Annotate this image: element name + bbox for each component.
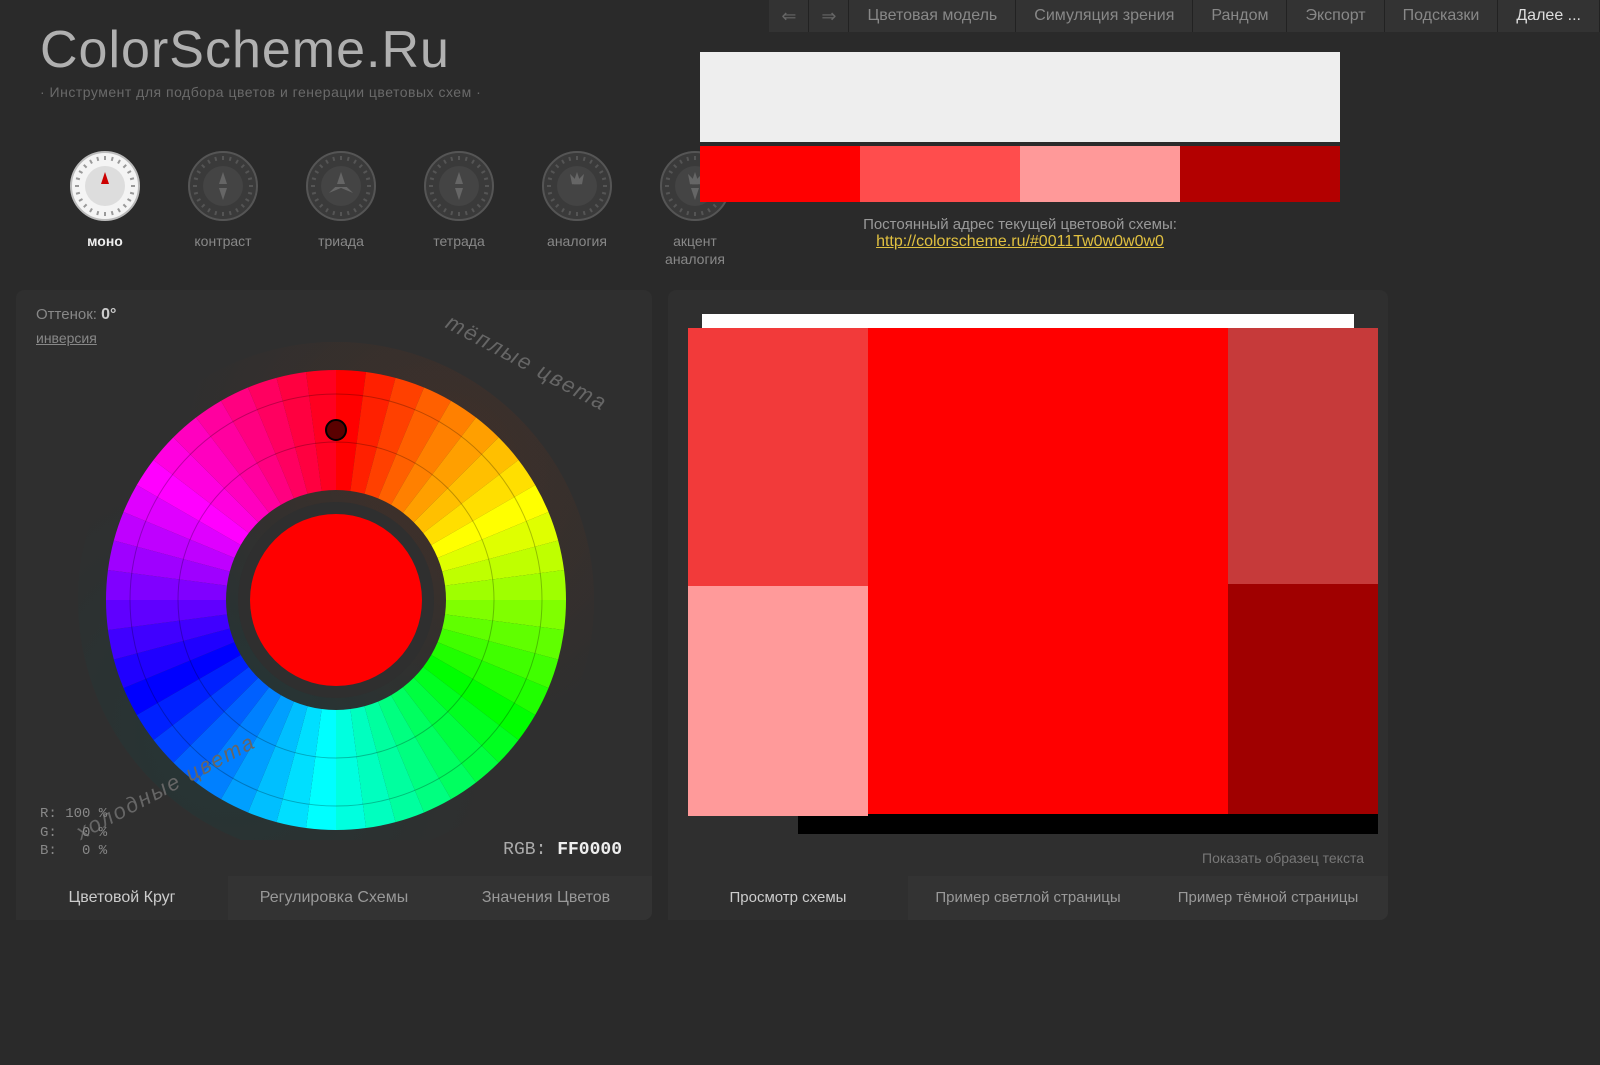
nav-hints[interactable]: Подсказки	[1385, 0, 1499, 32]
scheme-option-label: аналогия	[532, 232, 622, 250]
swatch-color-row	[700, 146, 1340, 202]
scheme-option-3[interactable]: тетрада	[414, 150, 504, 268]
scheme-option-label: тетрада	[414, 232, 504, 250]
swatch-3[interactable]	[1180, 146, 1340, 202]
preview-block-2	[688, 328, 868, 598]
top-nav: ⇐ ⇒ Цветовая модель Симуляция зрения Ран…	[769, 0, 1600, 32]
nav-color-model[interactable]: Цветовая модель	[849, 0, 1016, 32]
color-wheel[interactable]: тёплые цвета холодные цвета	[76, 320, 596, 840]
scheme-type-selector: моноконтрасттриадатетрадааналогияакцента…	[60, 150, 740, 268]
preview-block-4	[808, 328, 1228, 814]
permalink-url[interactable]: http://colorscheme.ru/#0011Tw0w0w0w0	[876, 233, 1164, 250]
nav-vision-sim[interactable]: Симуляция зрения	[1016, 0, 1193, 32]
nav-random[interactable]: Рандом	[1193, 0, 1287, 32]
preview-block-5	[1228, 328, 1378, 588]
swatch-0[interactable]	[700, 146, 860, 202]
show-text-sample-link[interactable]: Показать образец текста	[1202, 850, 1364, 866]
scheme-option-2[interactable]: триада	[296, 150, 386, 268]
preview-block-6	[1228, 584, 1378, 814]
site-title: ColorScheme.Ru	[40, 20, 481, 80]
rgb-percent-readout: R: 100 % G: 0 % B: 0 %	[40, 805, 107, 860]
swatch-2[interactable]	[1020, 146, 1180, 202]
scheme-option-1[interactable]: контраст	[178, 150, 268, 268]
scheme-swatches: Постоянный адрес текущей цветовой схемы:…	[700, 52, 1340, 251]
left-tab-1[interactable]: Регулировка Схемы	[228, 876, 440, 920]
left-panel-tabs: Цветовой КругРегулировка СхемыЗначения Ц…	[16, 876, 652, 920]
right-tab-0[interactable]: Просмотр схемы	[668, 876, 908, 920]
scheme-dial-icon	[423, 150, 495, 222]
scheme-option-0[interactable]: моно	[60, 150, 150, 268]
right-panel-tabs: Просмотр схемыПример светлой страницыПри…	[668, 876, 1388, 920]
scheme-option-4[interactable]: аналогия	[532, 150, 622, 268]
rgb-hex-readout: RGB: FF0000	[503, 840, 622, 860]
header: ColorScheme.Ru · Инструмент для подбора …	[40, 20, 481, 100]
swatch-1[interactable]	[860, 146, 1020, 202]
scheme-option-label: моно	[60, 232, 150, 250]
nav-back-icon[interactable]: ⇐	[769, 0, 809, 32]
nav-more[interactable]: Далее ...	[1498, 0, 1600, 32]
site-subtitle: · Инструмент для подбора цветов и генера…	[40, 84, 481, 100]
swatch-blank-row	[700, 52, 1340, 142]
left-tab-2[interactable]: Значения Цветов	[440, 876, 652, 920]
right-tab-1[interactable]: Пример светлой страницы	[908, 876, 1148, 920]
nav-export[interactable]: Экспорт	[1287, 0, 1384, 32]
right-tab-2[interactable]: Пример тёмной страницы	[1148, 876, 1388, 920]
scheme-preview-canvas	[688, 314, 1368, 824]
scheme-preview-panel: Показать образец текста Просмотр схемыПр…	[668, 290, 1388, 920]
preview-block-3	[688, 586, 868, 816]
scheme-dial-icon	[305, 150, 377, 222]
color-wheel-panel: Оттенок: 0° инверсия тёплые цвета холодн…	[16, 290, 652, 920]
scheme-option-label: триада	[296, 232, 386, 250]
scheme-dial-icon	[187, 150, 259, 222]
left-tab-0[interactable]: Цветовой Круг	[16, 876, 228, 920]
permalink-label: Постоянный адрес текущей цветовой схемы:	[700, 216, 1340, 233]
nav-forward-icon[interactable]: ⇒	[809, 0, 849, 32]
scheme-option-label: контраст	[178, 232, 268, 250]
scheme-dial-icon	[69, 150, 141, 222]
scheme-dial-icon	[541, 150, 613, 222]
